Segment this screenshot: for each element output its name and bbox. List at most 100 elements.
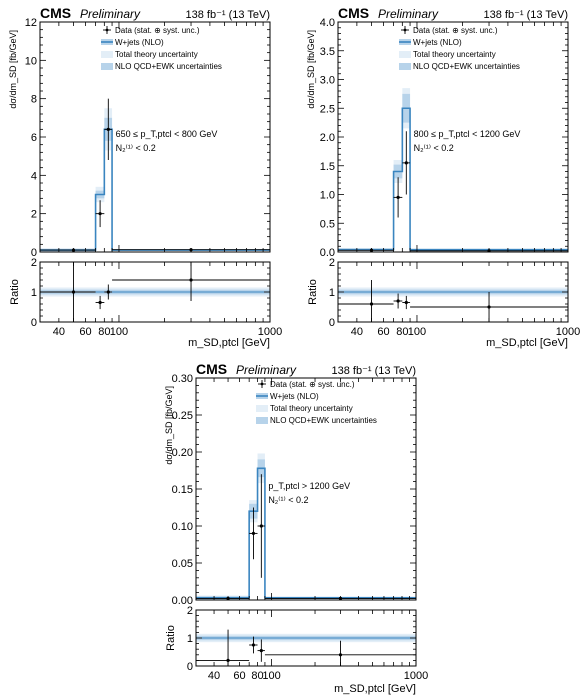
ratio-data-point bbox=[369, 302, 374, 306]
ratio-y-tick-label: 0 bbox=[329, 317, 335, 329]
x-tick-label: 1000 bbox=[404, 670, 428, 682]
x-tick-label: 100 bbox=[262, 670, 280, 682]
ratio-data-point bbox=[98, 300, 102, 305]
y-tick-label: 0.25 bbox=[172, 410, 193, 422]
y-tick-label: 4 bbox=[31, 170, 37, 182]
ratio-data-point bbox=[404, 300, 408, 305]
experiment-label: CMS bbox=[338, 5, 369, 21]
legend: Data (stat. ⊕ syst. unc.) W+jets (NLO) Tot… bbox=[256, 380, 377, 425]
legend-data: Data (stat. ⊕ syst. unc.) bbox=[413, 26, 498, 35]
legend-qcd: NLO QCD+EWK uncertainties bbox=[270, 416, 377, 425]
ratio-axis-label: Ratio bbox=[307, 279, 319, 305]
ratio-y-tick-label: 2 bbox=[329, 257, 335, 269]
y-tick-label: 0.15 bbox=[172, 484, 193, 496]
legend: Data (stat. ⊕ syst. unc.) W+jets (NLO) Tot… bbox=[101, 26, 222, 71]
legend-qcd: NLO QCD+EWK uncertainties bbox=[115, 62, 222, 71]
y-tick-label: 6 bbox=[31, 132, 37, 144]
annotation-pt: p_T,ptcl > 1200 GeV bbox=[268, 481, 350, 491]
legend-qcd-swatch bbox=[256, 417, 268, 424]
x-tick-label: 1000 bbox=[258, 326, 282, 338]
ratio-plot-area bbox=[338, 280, 568, 322]
y-tick-label: 3.0 bbox=[320, 75, 335, 87]
y-tick-label: 1.5 bbox=[320, 161, 335, 173]
x-tick-label: 60 bbox=[377, 326, 389, 338]
y-tick-label: 1.0 bbox=[320, 190, 335, 202]
legend-data-marker bbox=[260, 382, 264, 386]
ratio-y-tick-label: 1 bbox=[187, 633, 193, 645]
legend-data-marker bbox=[105, 28, 109, 32]
data-point bbox=[98, 212, 102, 216]
ratio-data-point bbox=[106, 290, 110, 294]
y-tick-label: 0.0 bbox=[320, 247, 335, 259]
legend-total: Total theory uncertainty bbox=[115, 50, 198, 59]
legend-qcd: NLO QCD+EWK uncertainties bbox=[413, 62, 520, 71]
x-tick-label: 60 bbox=[79, 326, 91, 338]
wjets-prediction-line bbox=[40, 128, 270, 251]
ratio-data-point bbox=[71, 290, 76, 294]
annotation-n2: N₂⁽¹⁾ < 0.2 bbox=[116, 143, 156, 153]
x-tick-label: 80 bbox=[98, 326, 110, 338]
ratio-y-tick-label: 0 bbox=[31, 317, 37, 329]
wjets-prediction-line bbox=[196, 467, 416, 599]
lumi-label: 138 fb⁻¹ (13 TeV) bbox=[186, 9, 270, 21]
ratio-data-point bbox=[396, 299, 400, 303]
ratio-y-tick-label: 1 bbox=[31, 287, 37, 299]
y-axis-label: dσ/dm_SD [fb/GeV] bbox=[8, 30, 18, 109]
legend-wjets: W+jets (NLO) bbox=[270, 392, 319, 401]
y-tick-label: 2.5 bbox=[320, 103, 335, 115]
x-axis-label: m_SD,ptcl [GeV] bbox=[486, 337, 568, 349]
ratio-y-tick-label: 2 bbox=[187, 605, 193, 617]
x-tick-label: 40 bbox=[351, 326, 363, 338]
x-tick-label: 100 bbox=[110, 326, 128, 338]
data-point bbox=[404, 161, 408, 165]
legend-total-swatch bbox=[399, 51, 411, 58]
ratio-data-point bbox=[251, 643, 256, 647]
y-tick-label: 12 bbox=[25, 17, 37, 29]
y-tick-label: 2.0 bbox=[320, 132, 335, 144]
legend-total: Total theory uncertainty bbox=[413, 50, 496, 59]
status-label: Preliminary bbox=[378, 7, 439, 21]
legend-total-swatch bbox=[101, 51, 113, 58]
y-tick-label: 0.05 bbox=[172, 558, 193, 570]
y-tick-label: 4.0 bbox=[320, 17, 335, 29]
ratio-plot-area bbox=[40, 262, 270, 322]
lumi-label: 138 fb⁻¹ (13 TeV) bbox=[484, 9, 568, 21]
data-point bbox=[251, 531, 256, 536]
data-point bbox=[396, 195, 400, 199]
legend: Data (stat. ⊕ syst. unc.) W+jets (NLO) Tot… bbox=[399, 26, 520, 71]
x-tick-label: 80 bbox=[251, 670, 263, 682]
y-tick-label: 0.00 bbox=[172, 595, 193, 607]
experiment-label: CMS bbox=[40, 5, 71, 21]
experiment-label: CMS bbox=[196, 361, 227, 377]
x-tick-label: 40 bbox=[53, 326, 65, 338]
y-tick-label: 3.5 bbox=[320, 46, 335, 58]
wjets-prediction-line bbox=[338, 107, 568, 251]
ratio-y-tick-label: 2 bbox=[31, 257, 37, 269]
ratio-plot-area bbox=[196, 629, 416, 666]
x-axis-label: m_SD,ptcl [GeV] bbox=[188, 337, 270, 349]
x-tick-label: 1000 bbox=[556, 326, 580, 338]
ratio-y-tick-label: 0 bbox=[187, 661, 193, 673]
x-tick-label: 80 bbox=[396, 326, 408, 338]
ratio-data-point bbox=[189, 278, 193, 282]
x-tick-label: 40 bbox=[208, 670, 220, 682]
y-tick-label: 0.30 bbox=[172, 373, 193, 385]
status-label: Preliminary bbox=[236, 363, 297, 377]
main-plot-area bbox=[196, 453, 416, 600]
ratio-data-point bbox=[338, 653, 343, 657]
legend-qcd-swatch bbox=[101, 63, 113, 70]
status-label: Preliminary bbox=[80, 7, 141, 21]
ratio-axis-label: Ratio bbox=[9, 279, 21, 305]
annotation-pt: 800 ≤ p_T,ptcl < 1200 GeV bbox=[414, 129, 521, 139]
ratio-data-point bbox=[487, 305, 491, 309]
x-axis-label: m_SD,ptcl [GeV] bbox=[334, 683, 416, 695]
y-axis-label: dσ/dm_SD [fb/GeV] bbox=[164, 386, 174, 465]
legend-data: Data (stat. ⊕ syst. unc.) bbox=[115, 26, 200, 35]
main-plot-area bbox=[338, 88, 568, 252]
legend-data: Data (stat. ⊕ syst. unc.) bbox=[270, 380, 355, 389]
data-point bbox=[106, 127, 110, 131]
legend-total: Total theory uncertainty bbox=[270, 404, 353, 413]
